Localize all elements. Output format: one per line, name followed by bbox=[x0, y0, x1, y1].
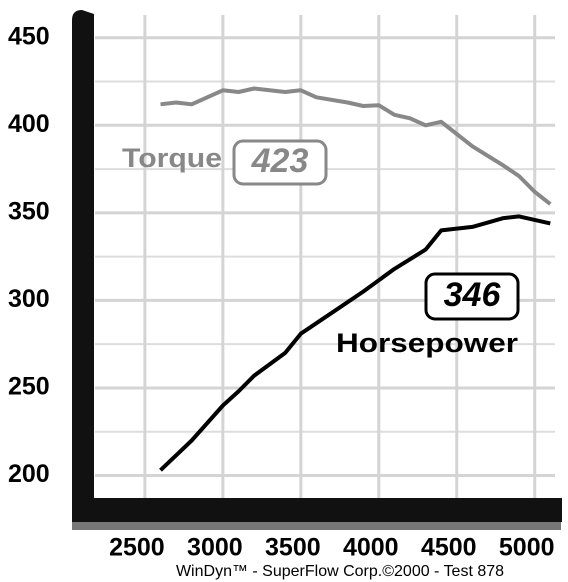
y-tick-label: 450 bbox=[8, 22, 50, 50]
grid bbox=[95, 15, 555, 500]
hp-peak: 346 bbox=[444, 276, 502, 314]
x-tick-label: 5000 bbox=[499, 534, 555, 562]
lines bbox=[159, 86, 552, 472]
y-tick-label: 350 bbox=[8, 197, 50, 225]
series-line bbox=[160, 86, 552, 206]
footer: WinDyn™ - SuperFlow Corp.©2000 - Test 87… bbox=[176, 563, 504, 580]
x-tick-label: 4500 bbox=[421, 534, 477, 562]
y-tick-label: 300 bbox=[8, 285, 50, 313]
x-tick-label: 2500 bbox=[109, 534, 165, 562]
torque-peak-box bbox=[232, 139, 328, 186]
x-tick-label: 3500 bbox=[265, 534, 321, 562]
x-tick-label: 3000 bbox=[187, 534, 243, 562]
hp-peak-box bbox=[424, 272, 520, 321]
torque-label: Torque bbox=[122, 143, 222, 173]
series-line bbox=[159, 214, 551, 472]
y-tick-label: 400 bbox=[8, 110, 50, 138]
y-tick-label: 200 bbox=[8, 460, 50, 488]
torque-peak: 423 bbox=[251, 142, 309, 180]
x-tick-label: 4000 bbox=[343, 534, 399, 562]
y-tick-label: 250 bbox=[8, 373, 50, 401]
hp-label: Horsepower bbox=[336, 328, 519, 358]
